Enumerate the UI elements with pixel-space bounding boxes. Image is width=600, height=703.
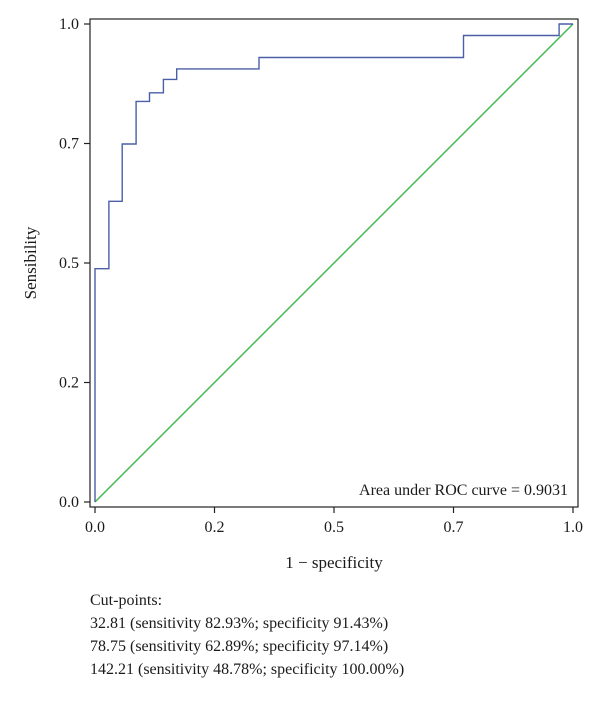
reference-diagonal-line — [94, 23, 574, 503]
roc-chart: 0.0 0.2 0.5 0.7 1.0 0.0 0.2 0.5 0.7 1.0 Area und… — [21, 16, 583, 572]
x-axis-ticks: 0.0 0.2 0.5 0.7 1.0 — [85, 507, 583, 536]
y-tick-label: 0.0 — [59, 494, 79, 511]
series-layer — [94, 23, 574, 503]
cutpoint-line: 78.75 (sensitivity 62.89%; specificity 9… — [90, 638, 389, 655]
roc-curve-line — [94, 23, 573, 502]
cutpoints-title: Cut-points: — [90, 592, 163, 609]
x-tick-label: 0.2 — [205, 519, 225, 536]
y-tick-label: 0.5 — [59, 255, 79, 272]
x-axis-title: 1 − specificity — [285, 553, 383, 572]
y-tick-label: 0.2 — [59, 375, 79, 392]
cutpoint-line: 142.21 (sensitivity 48.78%; specificity … — [90, 661, 405, 678]
y-tick-label: 1.0 — [59, 16, 79, 33]
y-tick-label: 0.7 — [59, 136, 79, 153]
x-tick-label: 0.7 — [444, 519, 464, 536]
y-axis-title: Sensibility — [21, 226, 40, 299]
x-tick-label: 0.5 — [324, 519, 344, 536]
roc-area-annotation: Area under ROC curve = 0.9031 — [359, 482, 568, 499]
x-tick-label: 0.0 — [85, 519, 105, 536]
y-axis-ticks: 0.0 0.2 0.5 0.7 1.0 — [59, 16, 90, 511]
cutpoints-block: Cut-points: 32.81 (sensitivity 82.93%; s… — [90, 589, 404, 681]
cutpoint-line: 32.81 (sensitivity 82.93%; specificity 9… — [90, 615, 389, 632]
x-tick-label: 1.0 — [563, 519, 583, 536]
